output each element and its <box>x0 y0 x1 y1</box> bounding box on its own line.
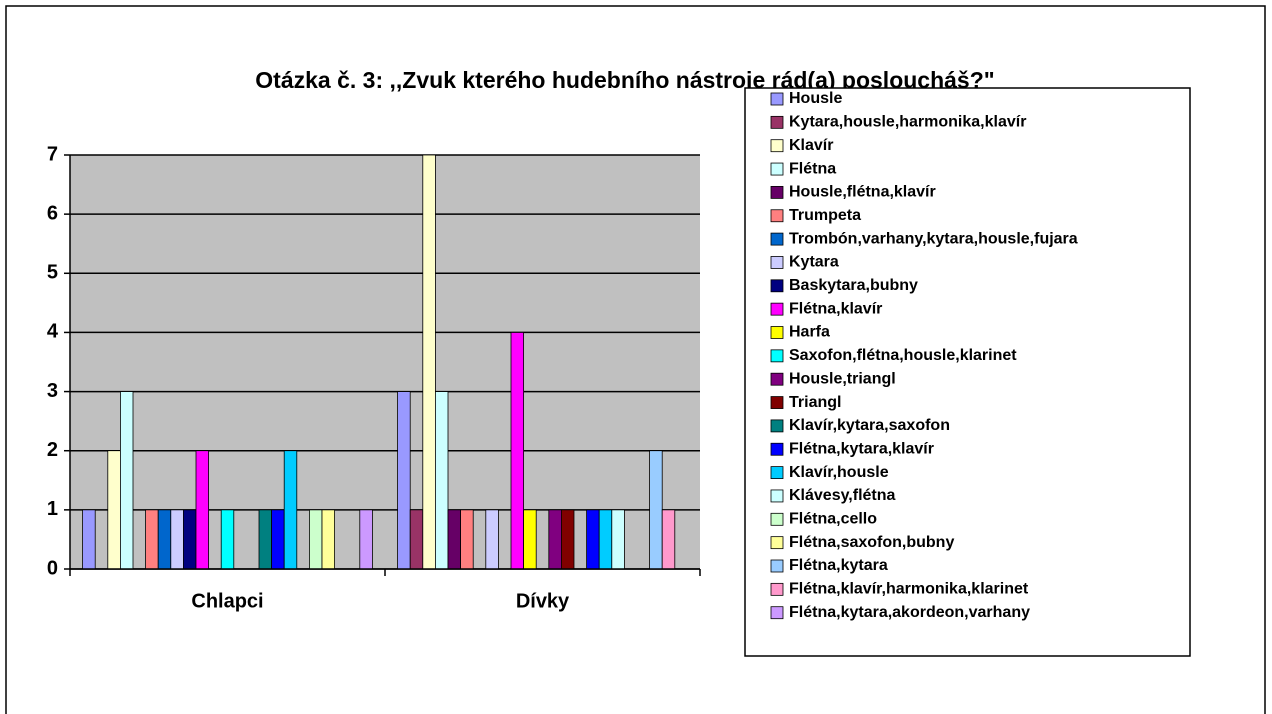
y-tick-label: 7 <box>47 143 58 165</box>
bar <box>283 450 298 570</box>
legend-swatch <box>770 349 784 363</box>
legend-swatch <box>770 256 784 269</box>
legend-label: Flétna,klavír <box>789 300 882 317</box>
bar <box>182 509 197 570</box>
legend-swatch <box>770 489 784 503</box>
bar <box>510 332 525 570</box>
legend-label: Flétna,saxofon,bubny <box>789 534 954 551</box>
bar <box>649 450 663 570</box>
legend-swatch <box>770 326 784 339</box>
legend-label: Flétna,kytara <box>789 557 888 574</box>
bar <box>598 509 613 570</box>
bar <box>422 154 436 570</box>
legend-swatch <box>770 162 784 176</box>
legend-label: Flétna <box>789 160 836 177</box>
legend-swatch <box>770 232 784 246</box>
legend-swatch <box>770 279 784 293</box>
legend-label: Flétna,kytara,klavír <box>789 440 934 457</box>
legend-label: Housle,flétna,klavír <box>789 184 936 201</box>
legend-swatch <box>770 139 784 153</box>
plot-area <box>70 155 700 569</box>
legend-label: Trumpeta <box>789 207 861 224</box>
bar <box>561 509 575 570</box>
legend-label: Kytara <box>789 254 839 271</box>
bar <box>611 509 625 570</box>
bar <box>195 450 210 570</box>
legend-swatch <box>770 372 784 386</box>
bar <box>170 509 184 570</box>
legend-swatch <box>770 536 784 550</box>
legend-label: Klavír,housle <box>789 464 889 481</box>
bar <box>434 391 449 570</box>
legend-label: Klavír <box>789 137 833 154</box>
legend-swatch <box>770 115 784 129</box>
bar <box>220 509 235 570</box>
legend-label: Saxofon,flétna,housle,klarinet <box>789 347 1017 364</box>
bar <box>523 509 537 570</box>
legend-swatch <box>770 466 784 480</box>
bar <box>82 509 96 570</box>
legend-label: Klávesy,flétna <box>789 487 896 504</box>
legend-swatch <box>770 559 784 573</box>
legend-box <box>744 87 1191 657</box>
legend-swatch <box>770 92 784 106</box>
legend-label: Baskytara,bubny <box>789 277 918 294</box>
y-tick-label: 2 <box>47 439 58 461</box>
bar <box>145 509 159 570</box>
y-tick-label: 5 <box>47 262 58 284</box>
y-tick-label: 0 <box>47 557 58 579</box>
bar <box>120 391 134 570</box>
bar <box>409 509 424 570</box>
bar <box>661 509 676 570</box>
x-tick-label: Chlapci <box>191 590 263 612</box>
legend-swatch <box>770 302 784 316</box>
legend-swatch <box>770 396 784 409</box>
legend-label: Klavír,kytara,saxofon <box>789 417 950 434</box>
bar <box>271 509 285 570</box>
x-tick-label: Dívky <box>516 590 570 612</box>
bar <box>548 509 562 570</box>
legend-swatch <box>770 582 784 596</box>
legend-label: Housle,triangl <box>789 370 896 387</box>
bar <box>308 509 323 570</box>
legend-swatch <box>770 185 784 199</box>
legend-label: Trombón,varhany,kytara,housle,fujara <box>789 230 1078 247</box>
bar <box>107 450 121 570</box>
legend-swatch <box>770 442 784 456</box>
bar <box>157 509 172 570</box>
bar <box>447 509 462 570</box>
y-tick-label: 1 <box>47 498 58 520</box>
bar <box>485 509 499 570</box>
legend-label: Housle <box>789 90 842 107</box>
legend-label: Triangl <box>789 394 841 411</box>
y-tick-label: 6 <box>47 202 58 224</box>
legend-label: Harfa <box>789 324 830 341</box>
legend-swatch <box>770 209 784 223</box>
legend-swatch <box>770 419 784 433</box>
y-tick-label: 3 <box>47 380 58 402</box>
bar <box>460 509 474 570</box>
bar <box>258 509 273 570</box>
bar <box>359 509 373 570</box>
bar <box>321 509 336 570</box>
legend-swatch <box>770 606 784 620</box>
legend-swatch <box>770 512 784 526</box>
bar <box>586 509 600 570</box>
bar <box>397 391 411 570</box>
legend-label: Flétna,kytara,akordeon,varhany <box>789 604 1030 621</box>
legend-label: Flétna,klavír,harmonika,klarinet <box>789 581 1029 598</box>
legend-label: Kytara,housle,harmonika,klavír <box>789 114 1026 131</box>
y-tick-label: 4 <box>47 321 59 343</box>
legend-label: Flétna,cello <box>789 511 877 528</box>
